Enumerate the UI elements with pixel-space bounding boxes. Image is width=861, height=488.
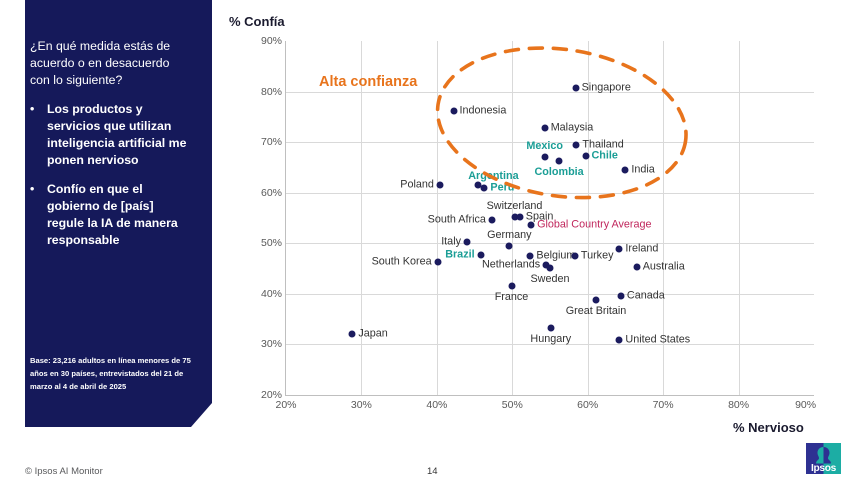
svg-text:Ipsos: Ipsos: [811, 463, 837, 474]
